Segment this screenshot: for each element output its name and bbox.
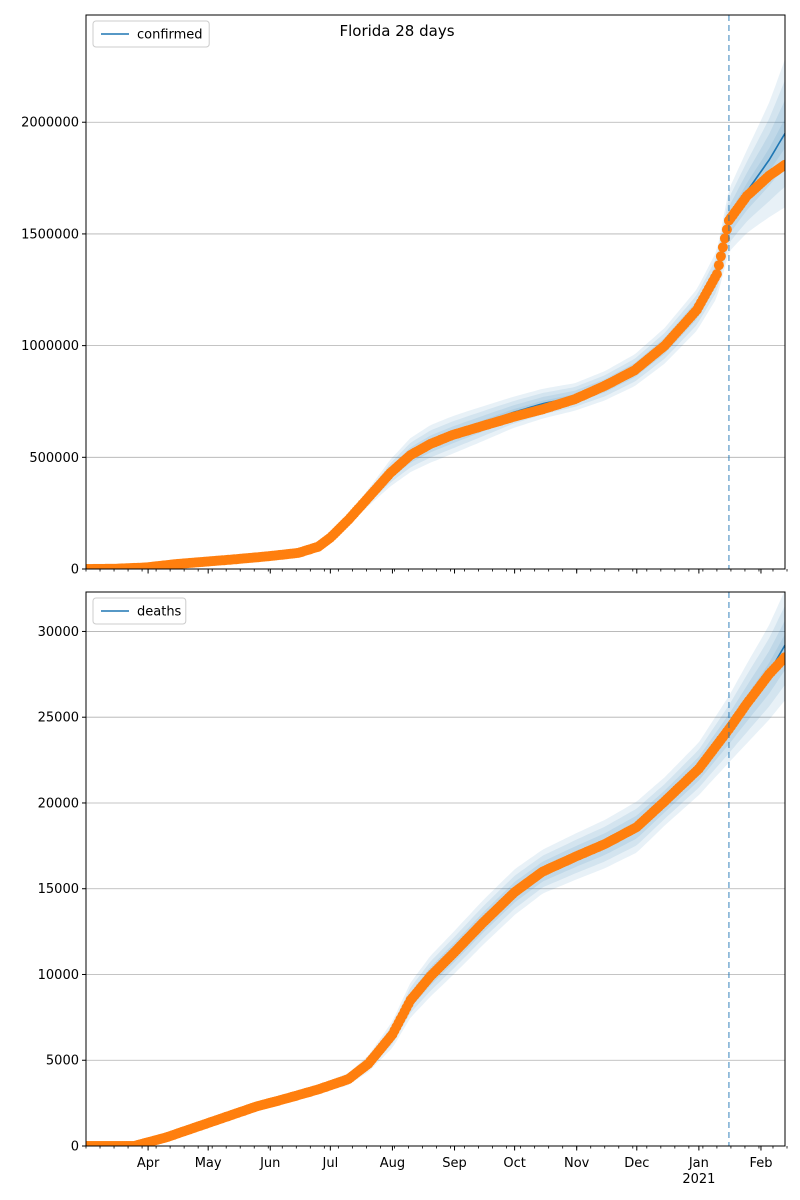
model-line bbox=[86, 644, 785, 1146]
y-tick-label: 20000 bbox=[38, 796, 79, 811]
plot-area bbox=[86, 592, 785, 1146]
axes-frame bbox=[85, 14, 786, 570]
uncertainty-band bbox=[86, 592, 785, 1146]
y-tick-label: 30000 bbox=[38, 625, 79, 640]
observed-point bbox=[711, 269, 722, 280]
observed-point bbox=[717, 242, 728, 253]
observed-point bbox=[713, 260, 724, 271]
x-tick-label: Apr bbox=[137, 1156, 160, 1171]
y-tick-label: 0 bbox=[71, 563, 79, 578]
legend: deaths bbox=[92, 597, 187, 625]
legend: confirmed bbox=[92, 20, 210, 48]
x-tick-label: May bbox=[195, 1156, 222, 1171]
y-tick-label: 15000 bbox=[38, 882, 79, 897]
y-tick-label: 1500000 bbox=[21, 227, 79, 242]
x-tick-label: Nov bbox=[564, 1156, 590, 1171]
uncertainty-band bbox=[86, 634, 785, 1146]
y-tick-label: 10000 bbox=[38, 968, 79, 983]
x-tick-label: Jan bbox=[688, 1156, 709, 1171]
x-tick-label: Feb bbox=[749, 1156, 772, 1171]
y-tick-label: 500000 bbox=[29, 451, 79, 466]
observed-point bbox=[780, 652, 785, 663]
x-tick-year-label: 2021 bbox=[682, 1172, 715, 1187]
x-tick-label: Oct bbox=[503, 1156, 525, 1171]
confirmed-panel: 0 500000 1000000 1500000 2000000 confirmed bbox=[21, 14, 788, 578]
uncertainty-band bbox=[86, 59, 785, 569]
y-tick-label: 2000000 bbox=[21, 116, 79, 131]
model-line bbox=[86, 132, 785, 569]
y-tick-label: 0 bbox=[71, 1140, 79, 1155]
uncertainty-band bbox=[86, 620, 785, 1146]
y-tick-label: 1000000 bbox=[21, 339, 79, 354]
axes-frame bbox=[85, 591, 786, 1147]
legend-label: deaths bbox=[137, 605, 182, 620]
legend-box bbox=[92, 597, 187, 625]
legend-box bbox=[92, 20, 210, 48]
observed-point bbox=[780, 159, 785, 170]
deaths-panel: 0 5000 10000 15000 20000 25000 30000 Apr May Jun J… bbox=[38, 591, 788, 1187]
y-tick-label: 5000 bbox=[46, 1054, 79, 1069]
y-tick-label: 25000 bbox=[38, 711, 79, 726]
uncertainty-band bbox=[86, 605, 785, 1146]
legend-label: confirmed bbox=[137, 28, 203, 43]
figure-suptitle: Florida 28 days bbox=[339, 22, 454, 40]
observed-point bbox=[721, 224, 732, 235]
observed-point bbox=[719, 233, 730, 244]
plot-area bbox=[86, 59, 785, 569]
x-tick-label: Jun bbox=[259, 1156, 280, 1171]
x-tick-label: Aug bbox=[380, 1156, 405, 1171]
x-tick-label: Sep bbox=[442, 1156, 467, 1171]
x-tick-label: Dec bbox=[624, 1156, 649, 1171]
x-tick-label: Jul bbox=[322, 1156, 339, 1171]
observed-point bbox=[715, 251, 726, 262]
